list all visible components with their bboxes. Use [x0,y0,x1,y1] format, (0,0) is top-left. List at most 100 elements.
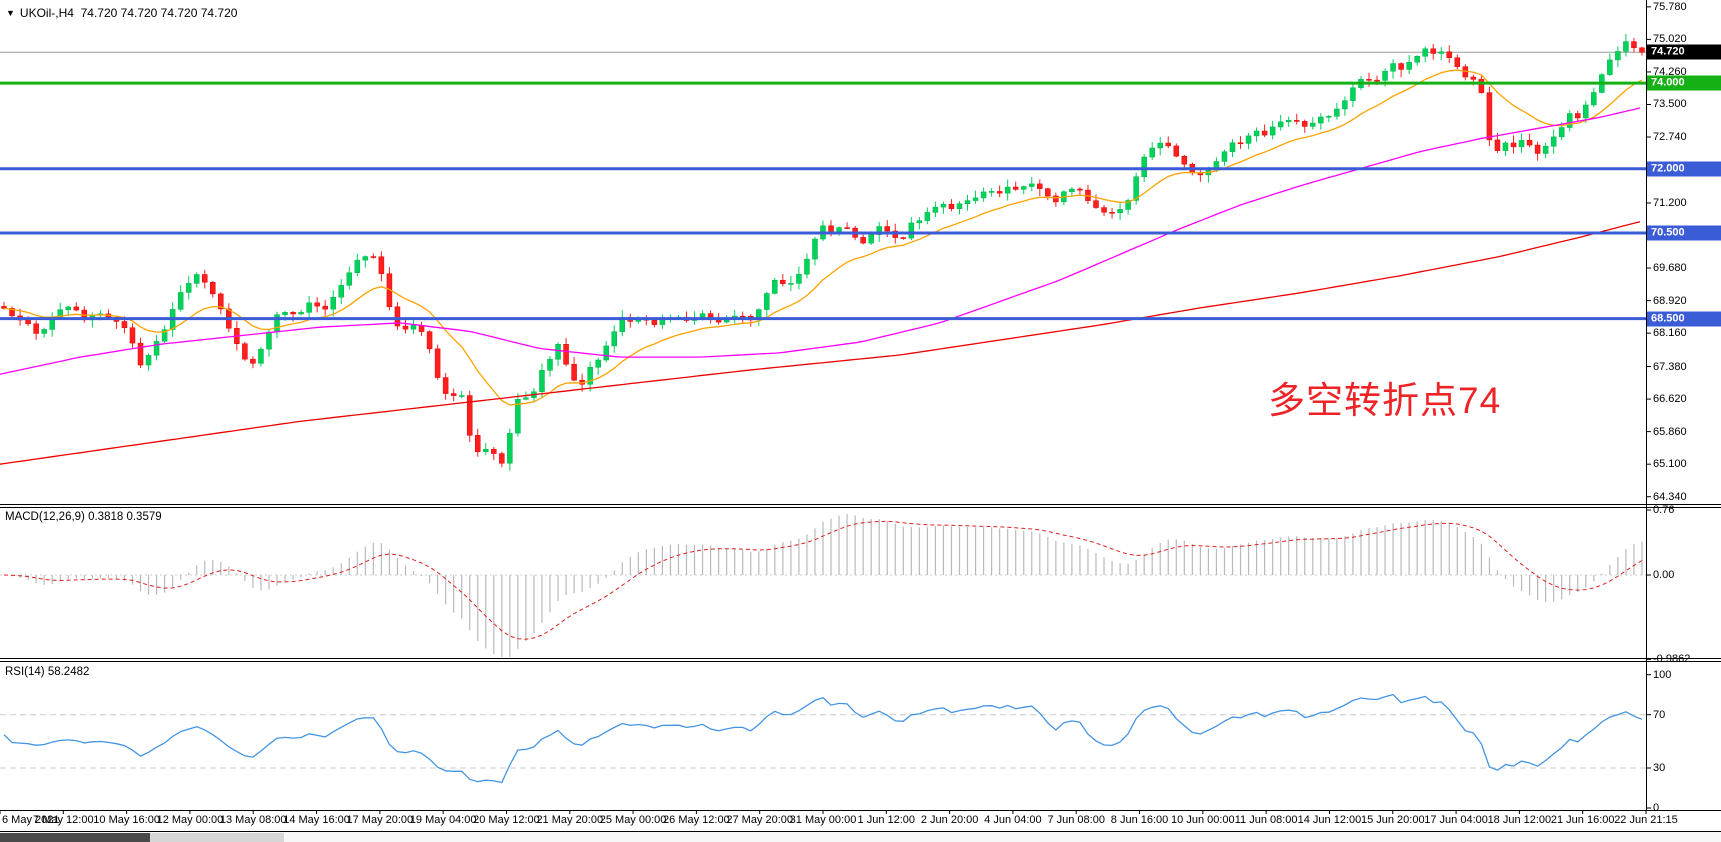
price-tick-label: 71.200 [1653,196,1687,209]
time-tick-label: 17 Jun 04:00 [1424,814,1488,826]
candle-body [250,358,256,364]
time-tick-label: 26 May 12:00 [663,814,730,826]
candle-body [1069,188,1075,193]
candle-body [1117,209,1123,214]
candle-body [1181,155,1188,165]
candle-body [547,359,553,371]
symbol-title: ▼ UKOil-,H4 74.720 74.720 74.720 74.720 [6,6,237,20]
time-tick-label: 21 Jun 16:00 [1550,814,1615,826]
time-tick-label: 11 Jun 08:00 [1234,814,1298,826]
candle-body [812,238,818,260]
candle-body [1133,176,1139,201]
candle-body [9,308,15,317]
price-badge-74.000: 74.000 [1647,75,1721,91]
candle-body [1607,59,1613,75]
candle-body [844,227,850,229]
price-tick-label: 67.380 [1653,360,1687,373]
price-tick-label: 72.740 [1653,131,1687,144]
time-tick-label: 6 May 2021 [2,814,60,826]
time-tick-label: 13 May 08:00 [219,814,287,826]
candle-body [780,279,786,284]
candle-body [1438,51,1445,54]
candle-body [410,325,417,330]
time-tick-label: 2 Jun 20:00 [920,814,979,826]
candle-body [177,292,184,310]
macd-signal-line [3,520,1643,640]
candle-body [322,305,328,310]
candle-body [940,203,947,208]
time-tick-label: 17 May 20:00 [346,814,414,826]
rsi-line [3,693,1643,784]
candle-body [474,435,481,452]
candle-body [394,306,401,327]
candle-body [764,293,770,310]
candle-body [587,367,593,385]
scrollbar-segment-dark[interactable] [0,833,150,842]
candle-body [121,321,128,328]
candle-body [1406,61,1412,70]
candle-body [860,237,866,244]
horizontal-scrollbar[interactable] [0,831,1721,842]
candle-body [555,344,561,360]
candle-body [1631,41,1637,49]
price-tick-label: 75.780 [1653,0,1687,13]
candle-body [1454,57,1461,67]
text-annotation[interactable]: 多空转折点74 [1268,380,1502,421]
symbol-dropdown-icon[interactable]: ▼ [6,8,15,18]
time-tick-label: 21 May 20:00 [536,814,604,826]
candle-body [442,377,449,394]
candle-body [1004,186,1011,194]
candle-body [491,448,497,454]
ma-mid-line [0,107,1641,375]
candle-body [715,319,722,323]
time-tick-label: 7 May 12:00 [33,814,94,826]
candle-body [1285,120,1292,123]
candle-body [1302,121,1308,127]
scrollbar-segment-light[interactable] [150,833,284,842]
candle-body [1398,63,1404,70]
candle-body [980,191,987,199]
candle-body [739,315,746,318]
candle-body [1575,113,1581,119]
candle-body [1221,151,1228,162]
time-tick-label: 15 Jun 20:00 [1360,814,1425,826]
candle-body [145,355,152,366]
candle-body [137,342,144,366]
candle-body [1157,142,1163,149]
candle-body [1173,145,1180,157]
candle-body [1382,70,1388,81]
candle-body [1310,122,1316,127]
candle-body [1366,79,1372,81]
candle-body [499,453,505,464]
candle-body [1558,127,1565,138]
candle-body [900,237,907,239]
candle-body [988,191,995,193]
candle-body [402,325,409,330]
time-tick-label: 14 May 16:00 [283,814,350,826]
time-tick-label: 25 May 00:00 [599,814,667,826]
candle-body [1245,135,1252,144]
candle-body [306,302,312,313]
candle-body [378,256,385,274]
candle-body [868,234,874,244]
price-tick-label: 69.680 [1653,262,1687,275]
candle-body [539,370,545,392]
candle-body [1534,144,1541,154]
candle-body [1012,186,1019,190]
candle-body [1020,186,1027,190]
candle-body [924,212,931,221]
symbol-period-label: UKOil-,H4 [19,6,74,20]
candle-body [458,395,465,397]
candle-body [908,222,915,239]
candle-body [1550,136,1557,147]
candle-body [25,319,31,325]
candle-body [1518,140,1525,148]
candle-body [290,312,296,315]
time-tick-label: 7 Jun 08:00 [1047,814,1105,826]
candle-body [956,203,963,209]
price-badge-74.720: 74.720 [1647,44,1721,60]
candle-body [1639,47,1645,53]
candle-body [932,206,939,213]
price-badge-72.000: 72.000 [1647,161,1721,177]
